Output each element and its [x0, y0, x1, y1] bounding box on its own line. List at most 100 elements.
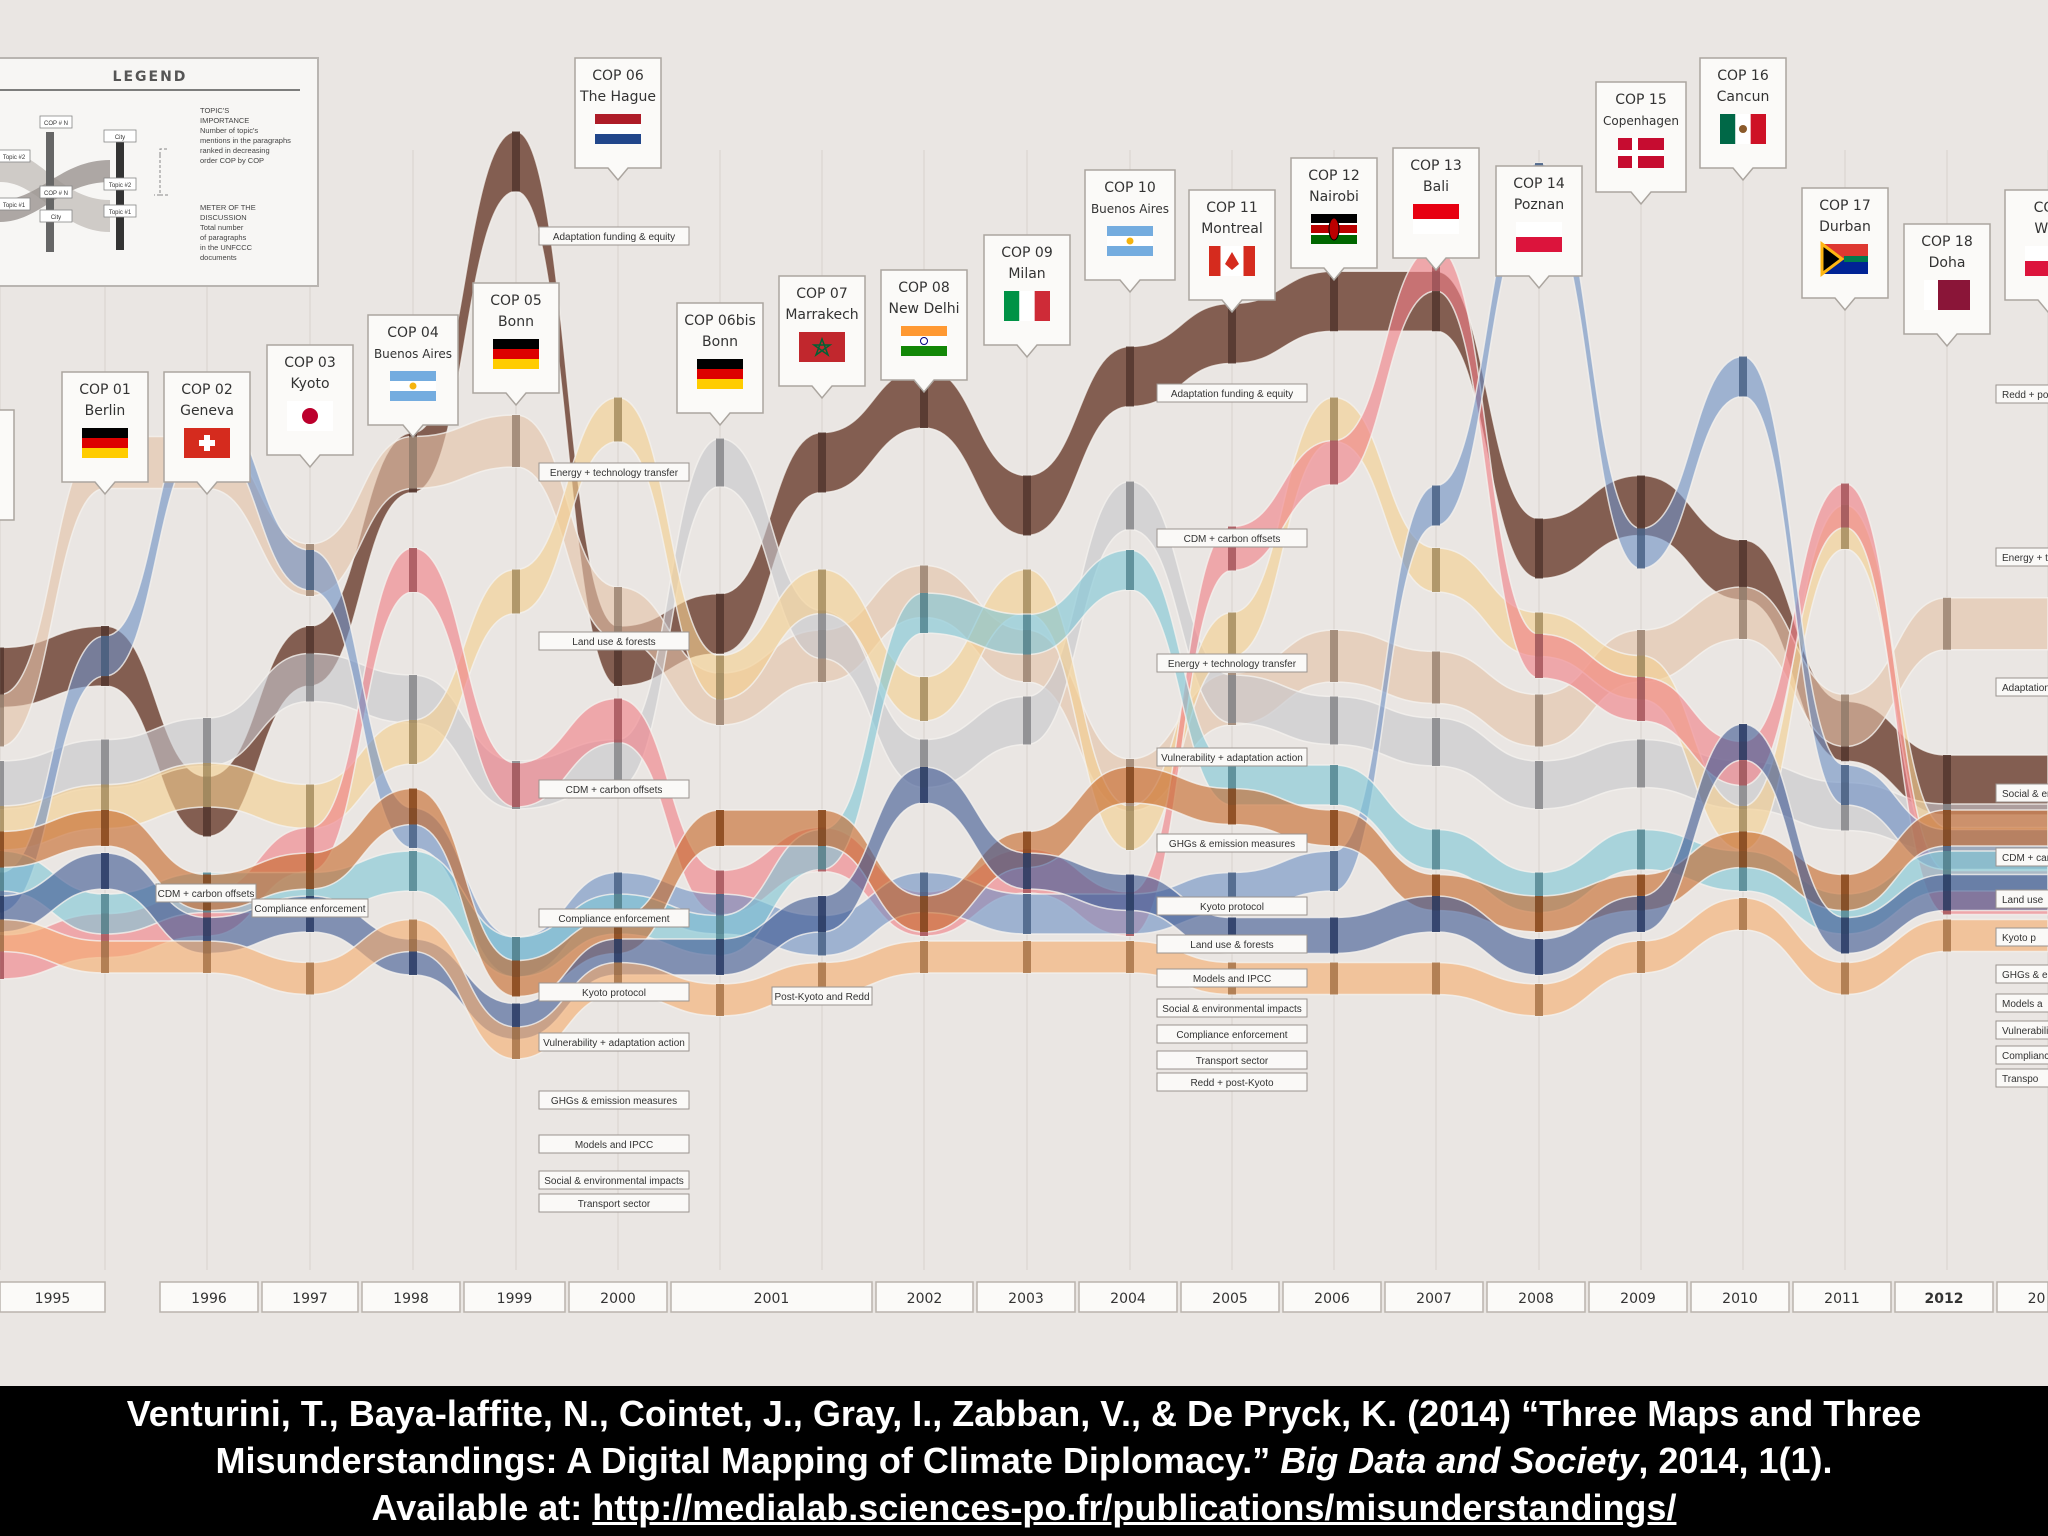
meter-bar [818, 829, 826, 870]
legend-mini-diagram: COP # N City COP # N City Topic #2 Topic #1 To… [0, 115, 168, 252]
svg-text:2008: 2008 [1518, 1291, 1554, 1307]
meter-bar [1739, 540, 1747, 600]
cop-callout: COP 09 Milan [983, 234, 1071, 359]
topic-label: CDM + carbon offsets [538, 779, 690, 799]
svg-text:Land use & forests: Land use & forests [572, 637, 655, 648]
meter-bar [203, 763, 211, 807]
svg-text:COP # N: COP # N [44, 191, 68, 197]
meter-bar [101, 913, 109, 958]
meter-bar [0, 919, 4, 952]
svg-text:2002: 2002 [907, 1291, 943, 1307]
meter-bar [1126, 894, 1134, 934]
meter-bar [716, 939, 724, 975]
svg-text:1995: 1995 [35, 1291, 71, 1307]
meter-bar [409, 720, 417, 764]
cop-number: COF [2034, 200, 2048, 216]
cop-city: Berlin [85, 403, 126, 419]
topic-label: Land use & forests [538, 631, 690, 651]
meter-bar [1739, 724, 1747, 760]
cop-city: Geneva [180, 403, 234, 419]
meter-bar [409, 548, 417, 592]
meter-bar [920, 872, 928, 913]
cop-city: Durban [1819, 219, 1871, 235]
meter-bar [1126, 767, 1134, 803]
meter-bar [0, 761, 4, 809]
topic-label: Social & environmental impacts [1156, 998, 1308, 1018]
citation-link[interactable]: http://medialab.sciences-po.fr/publicati… [592, 1487, 1677, 1528]
cop-number: COP 15 [1615, 92, 1667, 108]
cop-city: Kyoto [290, 376, 329, 392]
cop-number: COP 08 [898, 280, 950, 296]
meter-bar [203, 718, 211, 766]
meter-bar [1535, 872, 1543, 913]
flag-icon [1516, 222, 1562, 252]
legend-title: LEGEND [113, 69, 188, 85]
meter-bar [818, 569, 826, 614]
meter-bar [1330, 271, 1338, 332]
cop-city: Copenhagen [1603, 114, 1679, 128]
cop-callout: COP 04 Buenos Aires [367, 314, 459, 439]
meter-bar [0, 896, 4, 932]
meter-bar [614, 939, 622, 975]
topic-label: Transport sector [1156, 1050, 1308, 1070]
cop-city: Buenos Aires [374, 347, 452, 361]
topic-label: Social & environmental impacts [538, 1170, 690, 1190]
year-tick: 2012 [1894, 1281, 1994, 1313]
meter-bar [0, 851, 4, 891]
meter-bar [920, 565, 928, 618]
flag-icon [1004, 291, 1050, 321]
svg-text:2009: 2009 [1620, 1291, 1656, 1307]
year-tick: 2011 [1792, 1281, 1892, 1313]
topic-label: GHGs & emission measures [1156, 833, 1308, 853]
year-tick: 2009 [1588, 1281, 1688, 1313]
meter-bar [716, 655, 724, 700]
meter-bar [409, 436, 417, 489]
citation-caption: Venturini, T., Baya-laffite, N., Cointet… [0, 1386, 2048, 1536]
topic-label: Post-Kyoto and Redd [771, 986, 873, 1006]
topic-label: Redd + post-Kyoto [1156, 1072, 1308, 1092]
svg-text:Vulnerability + adaptation act: Vulnerability + adaptation action [543, 1038, 685, 1049]
meter-bar [1535, 896, 1543, 932]
svg-text:of paragraphs: of paragraphs [200, 233, 247, 242]
meter-bar [1841, 694, 1849, 747]
topic-label: Land use & forests [1156, 934, 1308, 954]
meter-bar [614, 962, 622, 995]
topic-label: CDM + carbon offsets [1156, 528, 1308, 548]
meter-bar [409, 675, 417, 723]
meter-bar [306, 872, 314, 913]
svg-text:ranked in decreasing: ranked in decreasing [200, 146, 270, 155]
cop-callout: COP 16 Cancun [1699, 57, 1787, 182]
svg-text:City: City [115, 135, 125, 141]
meter-bar [203, 917, 211, 954]
year-tick: 1996 [159, 1281, 259, 1313]
meter-bar [1228, 765, 1236, 805]
flag-icon [1413, 204, 1459, 234]
meter-bar [1432, 962, 1440, 995]
svg-text:Transpo: Transpo [2002, 1074, 2039, 1085]
svg-text:Post-Kyoto and Redd: Post-Kyoto and Redd [774, 992, 869, 1003]
cop-city: The Hague [579, 89, 656, 105]
meter-bar [1637, 739, 1645, 788]
svg-text:documents: documents [200, 253, 237, 262]
svg-text:Models and IPCC: Models and IPCC [1193, 974, 1271, 985]
flag-icon [493, 339, 539, 369]
year-tick: 1998 [361, 1281, 461, 1313]
cop-city: New Delhi [888, 301, 959, 317]
meter-bar [101, 853, 109, 889]
meter-bar [1023, 831, 1031, 868]
meter-bar [818, 896, 826, 932]
meter-bar [1330, 630, 1338, 682]
meter-bar [1739, 898, 1747, 930]
meter-bar [101, 810, 109, 846]
topic-label: Vulnerability + adaptation action [538, 1032, 690, 1052]
cop-callout: COP 05 Bonn [472, 282, 560, 407]
meter-bar [1126, 346, 1134, 407]
cop-callout: COP 06bis Bonn [676, 302, 764, 427]
cop-number: COP 06 [592, 68, 644, 84]
cop-callout: COP 15 Copenhagen [1595, 81, 1687, 206]
meter-bar [101, 739, 109, 788]
svg-text:Energy + tech: Energy + tech [2002, 553, 2048, 564]
meter-bar [512, 960, 520, 997]
meter-bar [1535, 761, 1543, 809]
meter-bar [1126, 874, 1134, 911]
